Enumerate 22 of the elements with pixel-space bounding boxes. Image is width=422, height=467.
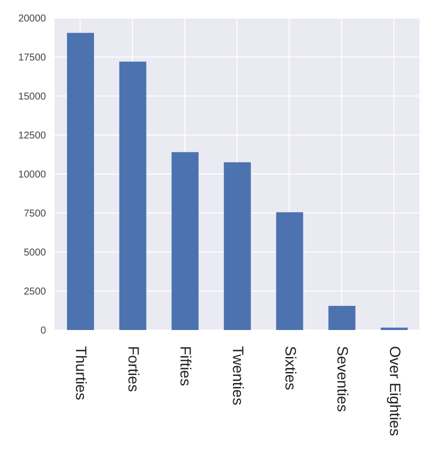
bar	[328, 306, 356, 330]
bar	[172, 152, 199, 330]
y-tick-label: 2500	[24, 286, 46, 298]
y-tick-label: 7500	[24, 208, 46, 220]
x-tick-label: Forties	[124, 346, 142, 392]
bar	[67, 32, 94, 330]
x-tick-label: Seventies	[334, 346, 351, 412]
y-tick-label: 5000	[24, 248, 46, 259]
y-tick-label: 20000	[18, 14, 46, 25]
y-tick-label: 10000	[18, 170, 46, 181]
bar	[276, 212, 304, 330]
x-tick-label: Thurties	[72, 346, 90, 400]
bar	[119, 62, 146, 330]
y-tick-label: 12500	[18, 130, 46, 142]
y-tick-label: 15000	[18, 92, 46, 103]
y-tick-label: 17500	[18, 52, 46, 64]
y-tick-label: 0	[40, 326, 46, 337]
x-tick-label: Over Eighties	[386, 346, 403, 436]
bar	[224, 162, 251, 330]
x-tick-label: Sixties	[281, 346, 298, 390]
x-tick-label: Fifties	[176, 346, 194, 386]
x-tick-label: Twenties	[229, 346, 246, 406]
